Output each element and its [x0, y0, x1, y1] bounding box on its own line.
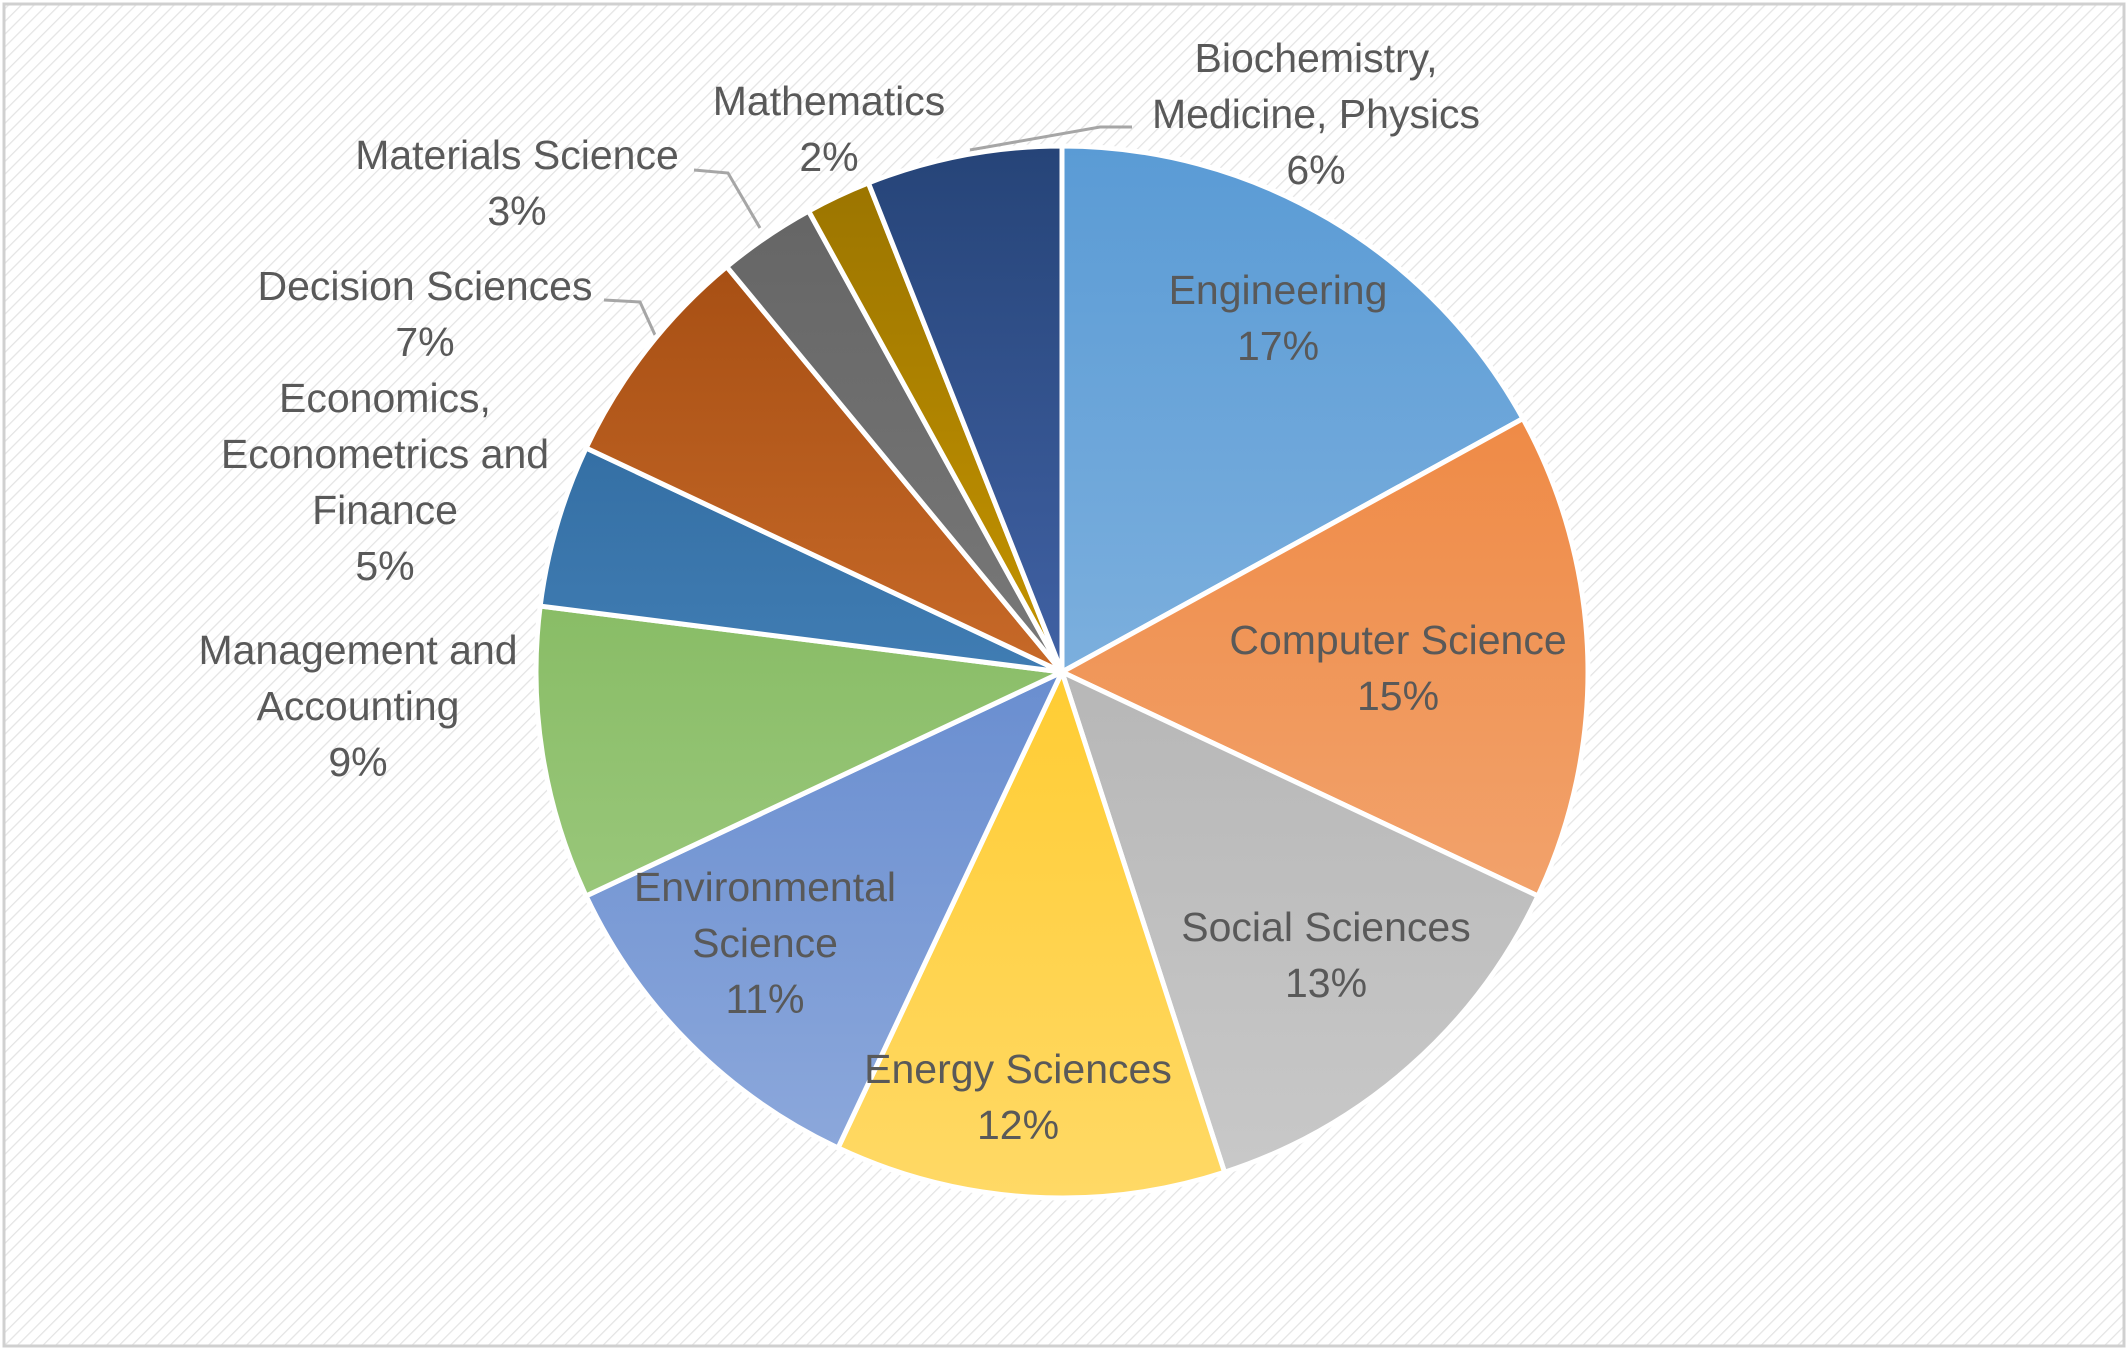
pie-slice-decision-sciences: [583, 264, 1065, 675]
slice-name-label: Economics,: [279, 375, 491, 421]
slice-label: Management and Accounting 9%: [198, 627, 517, 785]
pie-slice-economics-econometrics-and-finance: [537, 445, 1065, 675]
slice-labels: Engineering 17% Computer Science 15% Social …: [198, 35, 1566, 1148]
slice-name-label: Mathematics: [713, 78, 945, 124]
pie-slice-environmental-science: [583, 669, 1065, 1151]
slice-percent-label: 11%: [725, 976, 804, 1022]
slice-percent-label: 6%: [1286, 147, 1345, 193]
slice-name-label: Engineering: [1169, 267, 1388, 313]
slice-percent-label: 13%: [1285, 960, 1367, 1006]
slice-name-label: Environmental: [634, 864, 896, 910]
slice-name-label: Finance: [312, 487, 458, 533]
slice-name-label: Science: [692, 920, 838, 966]
slice-percent-label: 12%: [977, 1102, 1059, 1148]
slice-label: Economics, Econometrics and Finance 5%: [221, 375, 549, 589]
slice-percent-label: 3%: [487, 188, 546, 234]
slice-name-label: Accounting: [257, 683, 460, 729]
slice-label: Social Sciences 13%: [1181, 904, 1470, 1006]
pie-slice-computer-science: [1059, 416, 1591, 899]
pie-slice-management-and-accounting: [533, 603, 1065, 899]
slice-label: Decision Sciences 7%: [258, 263, 593, 365]
slice-label: Materials Science 3%: [355, 132, 679, 234]
pie-slice-social-sciences: [1059, 669, 1541, 1175]
pie-slice-engineering: [1059, 143, 1526, 675]
slice-label: Mathematics 2%: [713, 78, 945, 180]
slice-label: Biochemistry, Medicine, Physics 6%: [1152, 35, 1480, 193]
slice-name-label: Materials Science: [355, 132, 679, 178]
pie-slice-energy-sciences: [835, 669, 1228, 1201]
slice-name-label: Econometrics and: [221, 431, 549, 477]
slice-percent-label: 7%: [395, 319, 454, 365]
slice-percent-label: 17%: [1237, 323, 1319, 369]
pie-slice-biochemistry-medicine-physics: [865, 143, 1065, 675]
slice-label: Environmental Science 11%: [634, 864, 896, 1022]
leader-line: [603, 298, 657, 336]
slice-label: Energy Sciences 12%: [864, 1046, 1172, 1148]
slice-percent-label: 2%: [799, 134, 858, 180]
slice-name-label: Computer Science: [1229, 617, 1566, 663]
leader-line: [969, 125, 1132, 152]
leader-lines: [603, 125, 1132, 336]
slice-name-label: Decision Sciences: [258, 263, 593, 309]
slice-name-label: Biochemistry,: [1194, 35, 1437, 81]
slice-percent-label: 9%: [328, 739, 387, 785]
slice-name-label: Medicine, Physics: [1152, 91, 1480, 137]
pie-slices: [533, 143, 1591, 1201]
slice-percent-label: 5%: [355, 543, 414, 589]
slice-name-label: Social Sciences: [1181, 904, 1470, 950]
leader-line: [693, 168, 762, 229]
slice-name-label: Energy Sciences: [864, 1046, 1172, 1092]
slice-label: Engineering 17%: [1169, 267, 1388, 369]
slice-name-label: Management and: [198, 627, 517, 673]
slice-label: Computer Science 15%: [1229, 617, 1566, 719]
slice-percent-label: 15%: [1357, 673, 1439, 719]
